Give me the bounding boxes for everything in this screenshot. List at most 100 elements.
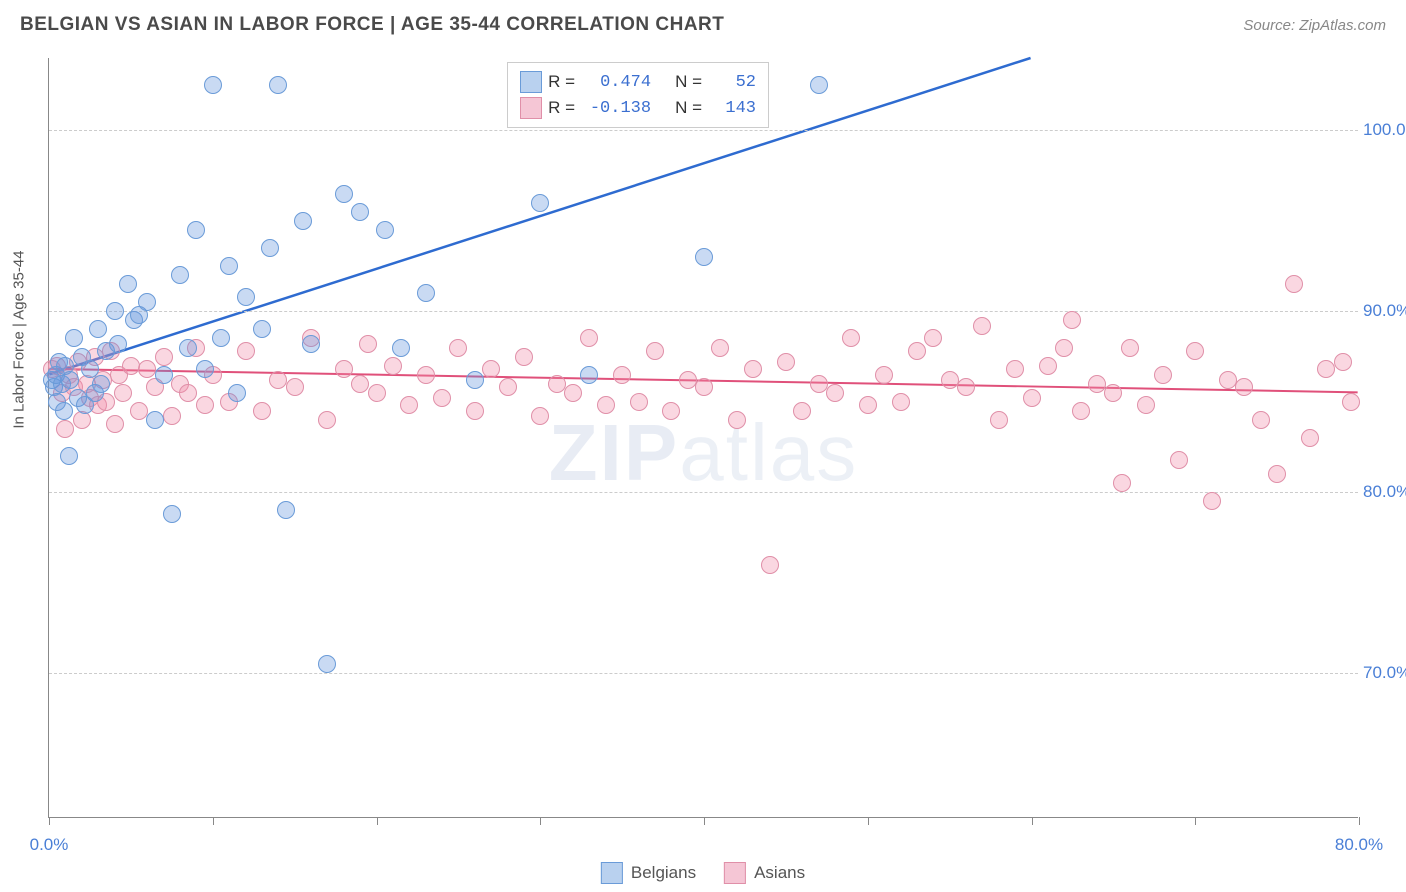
data-point-asians [679, 371, 697, 389]
data-point-asians [957, 378, 975, 396]
data-point-belgians [146, 411, 164, 429]
data-point-asians [1055, 339, 1073, 357]
data-point-asians [163, 407, 181, 425]
data-point-belgians [269, 76, 287, 94]
data-point-belgians [65, 329, 83, 347]
data-point-asians [1063, 311, 1081, 329]
data-point-belgians [261, 239, 279, 257]
data-point-asians [499, 378, 517, 396]
data-point-belgians [187, 221, 205, 239]
data-point-belgians [376, 221, 394, 239]
data-point-asians [826, 384, 844, 402]
x-tick [213, 817, 214, 825]
stats-legend-row: R = 0.474 N = 52 [520, 69, 756, 95]
data-point-asians [1235, 378, 1253, 396]
x-tick-label: 80.0% [1335, 835, 1383, 855]
data-point-asians [1088, 375, 1106, 393]
x-tick [1195, 817, 1196, 825]
data-point-belgians [212, 329, 230, 347]
y-tick-label: 100.0% [1363, 120, 1406, 140]
data-point-belgians [531, 194, 549, 212]
data-point-asians [810, 375, 828, 393]
legend-n-value: 52 [708, 73, 756, 92]
data-point-belgians [119, 275, 137, 293]
grid-line [49, 492, 1358, 493]
x-tick-label: 0.0% [30, 835, 69, 855]
data-point-belgians [318, 655, 336, 673]
data-point-asians [662, 402, 680, 420]
data-point-asians [630, 393, 648, 411]
data-point-asians [56, 420, 74, 438]
data-point-asians [580, 329, 598, 347]
data-point-asians [122, 357, 140, 375]
data-point-asians [1023, 389, 1041, 407]
data-point-asians [842, 329, 860, 347]
data-point-asians [384, 357, 402, 375]
data-point-asians [646, 342, 664, 360]
data-point-asians [400, 396, 418, 414]
legend-swatch [520, 71, 542, 93]
legend-swatch [724, 862, 746, 884]
data-point-belgians [179, 339, 197, 357]
x-tick [704, 817, 705, 825]
data-point-belgians [155, 366, 173, 384]
source-attribution: Source: ZipAtlas.com [1243, 17, 1386, 34]
data-point-asians [368, 384, 386, 402]
x-tick [49, 817, 50, 825]
data-point-belgians [253, 320, 271, 338]
data-point-belgians [109, 335, 127, 353]
trend-lines [49, 58, 1358, 817]
legend-swatch [520, 97, 542, 119]
data-point-belgians [89, 320, 107, 338]
data-point-asians [1285, 275, 1303, 293]
data-point-asians [1006, 360, 1024, 378]
legend-n-label: N = [675, 72, 702, 92]
data-point-asians [359, 335, 377, 353]
data-point-belgians [580, 366, 598, 384]
data-point-belgians [695, 248, 713, 266]
data-point-asians [1317, 360, 1335, 378]
data-point-asians [548, 375, 566, 393]
data-point-belgians [106, 302, 124, 320]
data-point-asians [482, 360, 500, 378]
data-point-asians [564, 384, 582, 402]
legend-swatch [601, 862, 623, 884]
y-axis-label: In Labor Force | Age 35-44 [11, 250, 28, 428]
data-point-asians [449, 339, 467, 357]
data-point-belgians [196, 360, 214, 378]
x-tick [1359, 817, 1360, 825]
data-point-asians [130, 402, 148, 420]
legend-r-value: -0.138 [581, 99, 651, 118]
data-point-asians [1072, 402, 1090, 420]
data-point-asians [1137, 396, 1155, 414]
data-point-asians [613, 366, 631, 384]
data-point-asians [335, 360, 353, 378]
data-point-asians [973, 317, 991, 335]
data-point-asians [1104, 384, 1122, 402]
chart-plot-area: In Labor Force | Age 35-44 ZIPatlas 70.0… [48, 58, 1358, 818]
legend-label: Belgians [631, 863, 696, 883]
data-point-asians [1186, 342, 1204, 360]
legend-r-label: R = [548, 98, 575, 118]
data-point-asians [318, 411, 336, 429]
data-point-asians [744, 360, 762, 378]
legend-r-label: R = [548, 72, 575, 92]
data-point-asians [924, 329, 942, 347]
y-tick-label: 90.0% [1363, 301, 1406, 321]
data-point-asians [990, 411, 1008, 429]
legend-r-value: 0.474 [581, 73, 651, 92]
data-point-belgians [204, 76, 222, 94]
legend-n-value: 143 [708, 99, 756, 118]
data-point-asians [269, 371, 287, 389]
legend-item-belgians: Belgians [601, 862, 696, 884]
data-point-asians [711, 339, 729, 357]
chart-title: BELGIAN VS ASIAN IN LABOR FORCE | AGE 35… [20, 14, 724, 36]
data-point-belgians [277, 501, 295, 519]
x-tick [868, 817, 869, 825]
data-point-asians [728, 411, 746, 429]
data-point-asians [417, 366, 435, 384]
data-point-belgians [392, 339, 410, 357]
data-point-belgians [220, 257, 238, 275]
data-point-asians [106, 415, 124, 433]
data-point-asians [1154, 366, 1172, 384]
